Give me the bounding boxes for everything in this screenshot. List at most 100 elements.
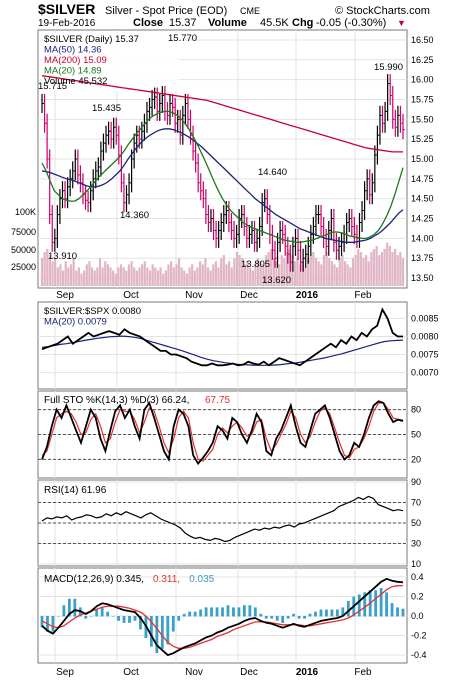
volume-bar: [372, 248, 376, 286]
macd-histogram-bar: [182, 613, 186, 617]
macd-x-label: Oct: [123, 667, 139, 678]
ratio-legend-item: $SILVER:$SPX 0.0080: [44, 306, 141, 317]
volume-bar: [156, 270, 160, 286]
macd-tick-label: -0.2: [411, 631, 427, 641]
volume-bar: [170, 261, 173, 286]
volume-bar: [48, 255, 52, 286]
volume-bar: [201, 264, 204, 286]
rsi-tick-label: 70: [411, 498, 421, 508]
macd-histogram-bar: [253, 607, 257, 617]
macd-histogram-bar: [128, 616, 131, 623]
rsi-tick-label: 10: [411, 559, 421, 569]
macd-histogram-bar: [122, 616, 126, 623]
volume-bar: [122, 267, 125, 286]
volume-bar: [54, 258, 57, 286]
volume-bar: [127, 264, 131, 286]
volume-bar: [349, 267, 352, 286]
volume-bar: [296, 258, 299, 286]
volume-bar: [375, 245, 378, 286]
macd-x-label: Feb: [354, 667, 372, 678]
volume-bar: [180, 267, 183, 286]
close-label: Close: [133, 17, 163, 29]
volume-bar: [80, 273, 83, 286]
volume-bar: [93, 270, 96, 286]
volume-bar: [183, 270, 186, 286]
volume-bar: [312, 252, 315, 286]
macd-histogram-bar: [166, 616, 170, 645]
sto-legend-item: 67.75: [205, 395, 230, 406]
volume-bar: [399, 252, 402, 286]
macd-x-label: Sep: [56, 667, 74, 678]
macd-histogram-bar: [248, 605, 252, 617]
volume-bar: [88, 261, 91, 286]
volume-bar: [262, 264, 265, 286]
volume-bar: [83, 270, 86, 286]
price-annotation: 14.360: [120, 210, 149, 221]
volume-bar: [338, 258, 341, 286]
price-tick-label: 14.00: [411, 233, 434, 243]
volume-bar: [119, 264, 123, 286]
volume-bar: [378, 255, 381, 286]
change-value: -0.05 (-0.30%): [316, 17, 386, 29]
macd-histogram-bar: [281, 616, 285, 623]
macd-histogram-bar: [264, 616, 268, 619]
macd-histogram-bar: [374, 590, 378, 617]
price-annotation: 15.435: [92, 103, 121, 114]
macd-histogram-bar: [270, 616, 274, 619]
volume-bar: [275, 261, 278, 286]
volume-bar: [256, 258, 260, 286]
price-x-label: 2016: [296, 290, 319, 301]
volume-bar: [46, 248, 49, 286]
volume-bar: [249, 267, 252, 286]
macd-histogram-bar: [149, 616, 153, 647]
macd-x-label: Nov: [185, 667, 203, 678]
macd-histogram-bar: [84, 616, 88, 619]
volume-bar: [143, 261, 146, 286]
down-arrow-icon: ▼: [397, 18, 406, 28]
price-tick-label: 13.75: [411, 253, 434, 263]
volume-tick-label: 100K: [15, 207, 36, 217]
volume-bar: [212, 264, 215, 286]
macd-histogram-bar: [275, 616, 279, 621]
ma50-line: [41, 128, 404, 243]
volume-bar: [172, 267, 175, 286]
volume-value: 45.5K: [260, 17, 289, 29]
macd-histogram-bar: [396, 607, 399, 617]
volume-bar: [278, 264, 281, 286]
macd-legend-item: 0.035: [189, 574, 214, 585]
macd-histogram-bar: [95, 609, 99, 617]
ratio-tick-label: 0.0080: [411, 331, 439, 341]
volume-bar: [362, 258, 365, 286]
macd-histogram-bar: [226, 605, 230, 617]
macd-x-label: 2016: [296, 667, 319, 678]
rsi-tick-label: 30: [411, 539, 421, 549]
volume-bar: [241, 258, 244, 286]
volume-bar: [61, 270, 65, 286]
macd-histogram-bar: [330, 609, 334, 617]
volume-bar: [367, 261, 370, 286]
volume-bar: [146, 267, 149, 286]
close-value: 15.37: [169, 17, 197, 29]
macd-histogram-bar: [346, 600, 350, 617]
macd-histogram-bar: [160, 616, 164, 649]
date-label: 19-Feb-2016: [38, 18, 96, 29]
macd-histogram-bar: [155, 616, 159, 654]
volume-bar: [214, 261, 218, 286]
price-legend-item: Volume 45,532: [44, 76, 107, 87]
volume-bar: [343, 261, 347, 286]
price-x-label: Sep: [56, 290, 74, 301]
price-tick-label: 14.75: [411, 174, 434, 184]
volume-bar: [101, 267, 104, 286]
symbol-label: $SILVER: [38, 1, 95, 17]
macd-histogram-bar: [111, 616, 115, 617]
volume-bar: [69, 264, 73, 286]
volume-bar: [320, 264, 323, 286]
macd-histogram-bar: [297, 616, 301, 619]
price-tick-label: 16.25: [411, 55, 434, 65]
volume-bar: [393, 248, 397, 286]
volume-bar: [188, 267, 191, 286]
macd-histogram-bar: [325, 609, 328, 617]
volume-bar: [359, 252, 362, 286]
price-legend-item: $SILVER (Daily) 15.37: [44, 34, 139, 45]
volume-bar: [235, 252, 239, 286]
